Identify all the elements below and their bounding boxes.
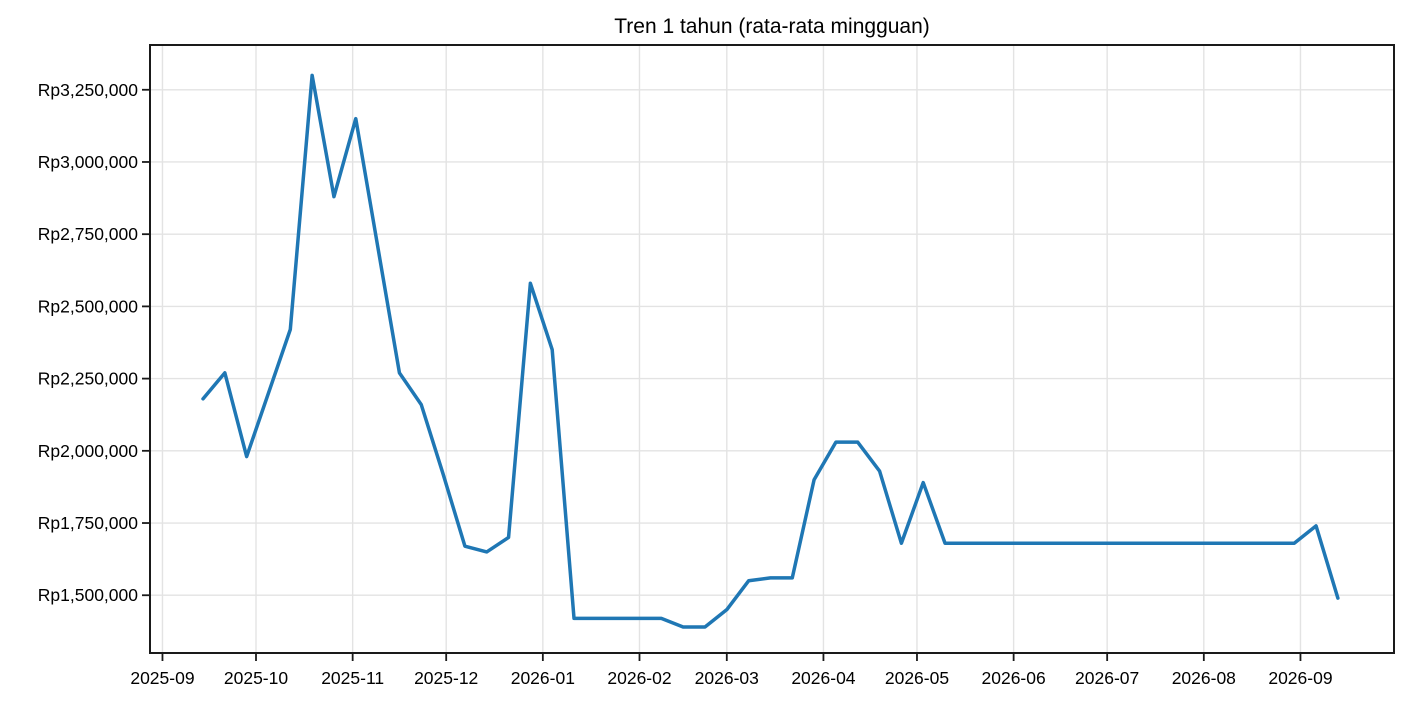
x-tick-label: 2025-09 [130,668,194,688]
y-tick-label: Rp2,750,000 [38,224,138,244]
x-tick-label: 2025-10 [224,668,288,688]
y-tick-label: Rp2,500,000 [38,296,138,316]
trend-line [201,73,1340,629]
x-tick-label: 2026-09 [1268,668,1332,688]
tick-layer [142,88,1302,661]
y-tick-label: Rp3,000,000 [38,152,138,172]
x-tick-label: 2025-12 [414,668,478,688]
x-tick-label: 2025-11 [321,668,384,688]
x-tick-label: 2026-06 [982,668,1046,688]
series-layer [201,73,1340,629]
chart-title: Tren 1 tahun (rata-rata mingguan) [614,15,930,38]
y-tick-label: Rp1,750,000 [38,513,138,533]
grid-layer [150,45,1394,653]
y-tick-label: Rp2,000,000 [38,441,138,461]
x-tick-label: 2026-02 [607,668,671,688]
plot-frame [149,44,1395,654]
x-tick-label: 2026-07 [1075,668,1139,688]
label-layer: 2025-09 2025-10 2025-11 2025-12 2026-01 2026-… [38,80,1333,688]
x-tick-label: 2026-03 [695,668,759,688]
y-tick-label: Rp1,500,000 [38,585,138,605]
y-tick-label: Rp2,250,000 [38,369,138,389]
y-tick-label: Rp3,250,000 [38,80,138,100]
x-tick-label: 2026-04 [791,668,855,688]
x-tick-label: 2026-01 [511,668,575,688]
x-tick-label: 2026-08 [1172,668,1236,688]
x-tick-label: 2026-05 [885,668,949,688]
